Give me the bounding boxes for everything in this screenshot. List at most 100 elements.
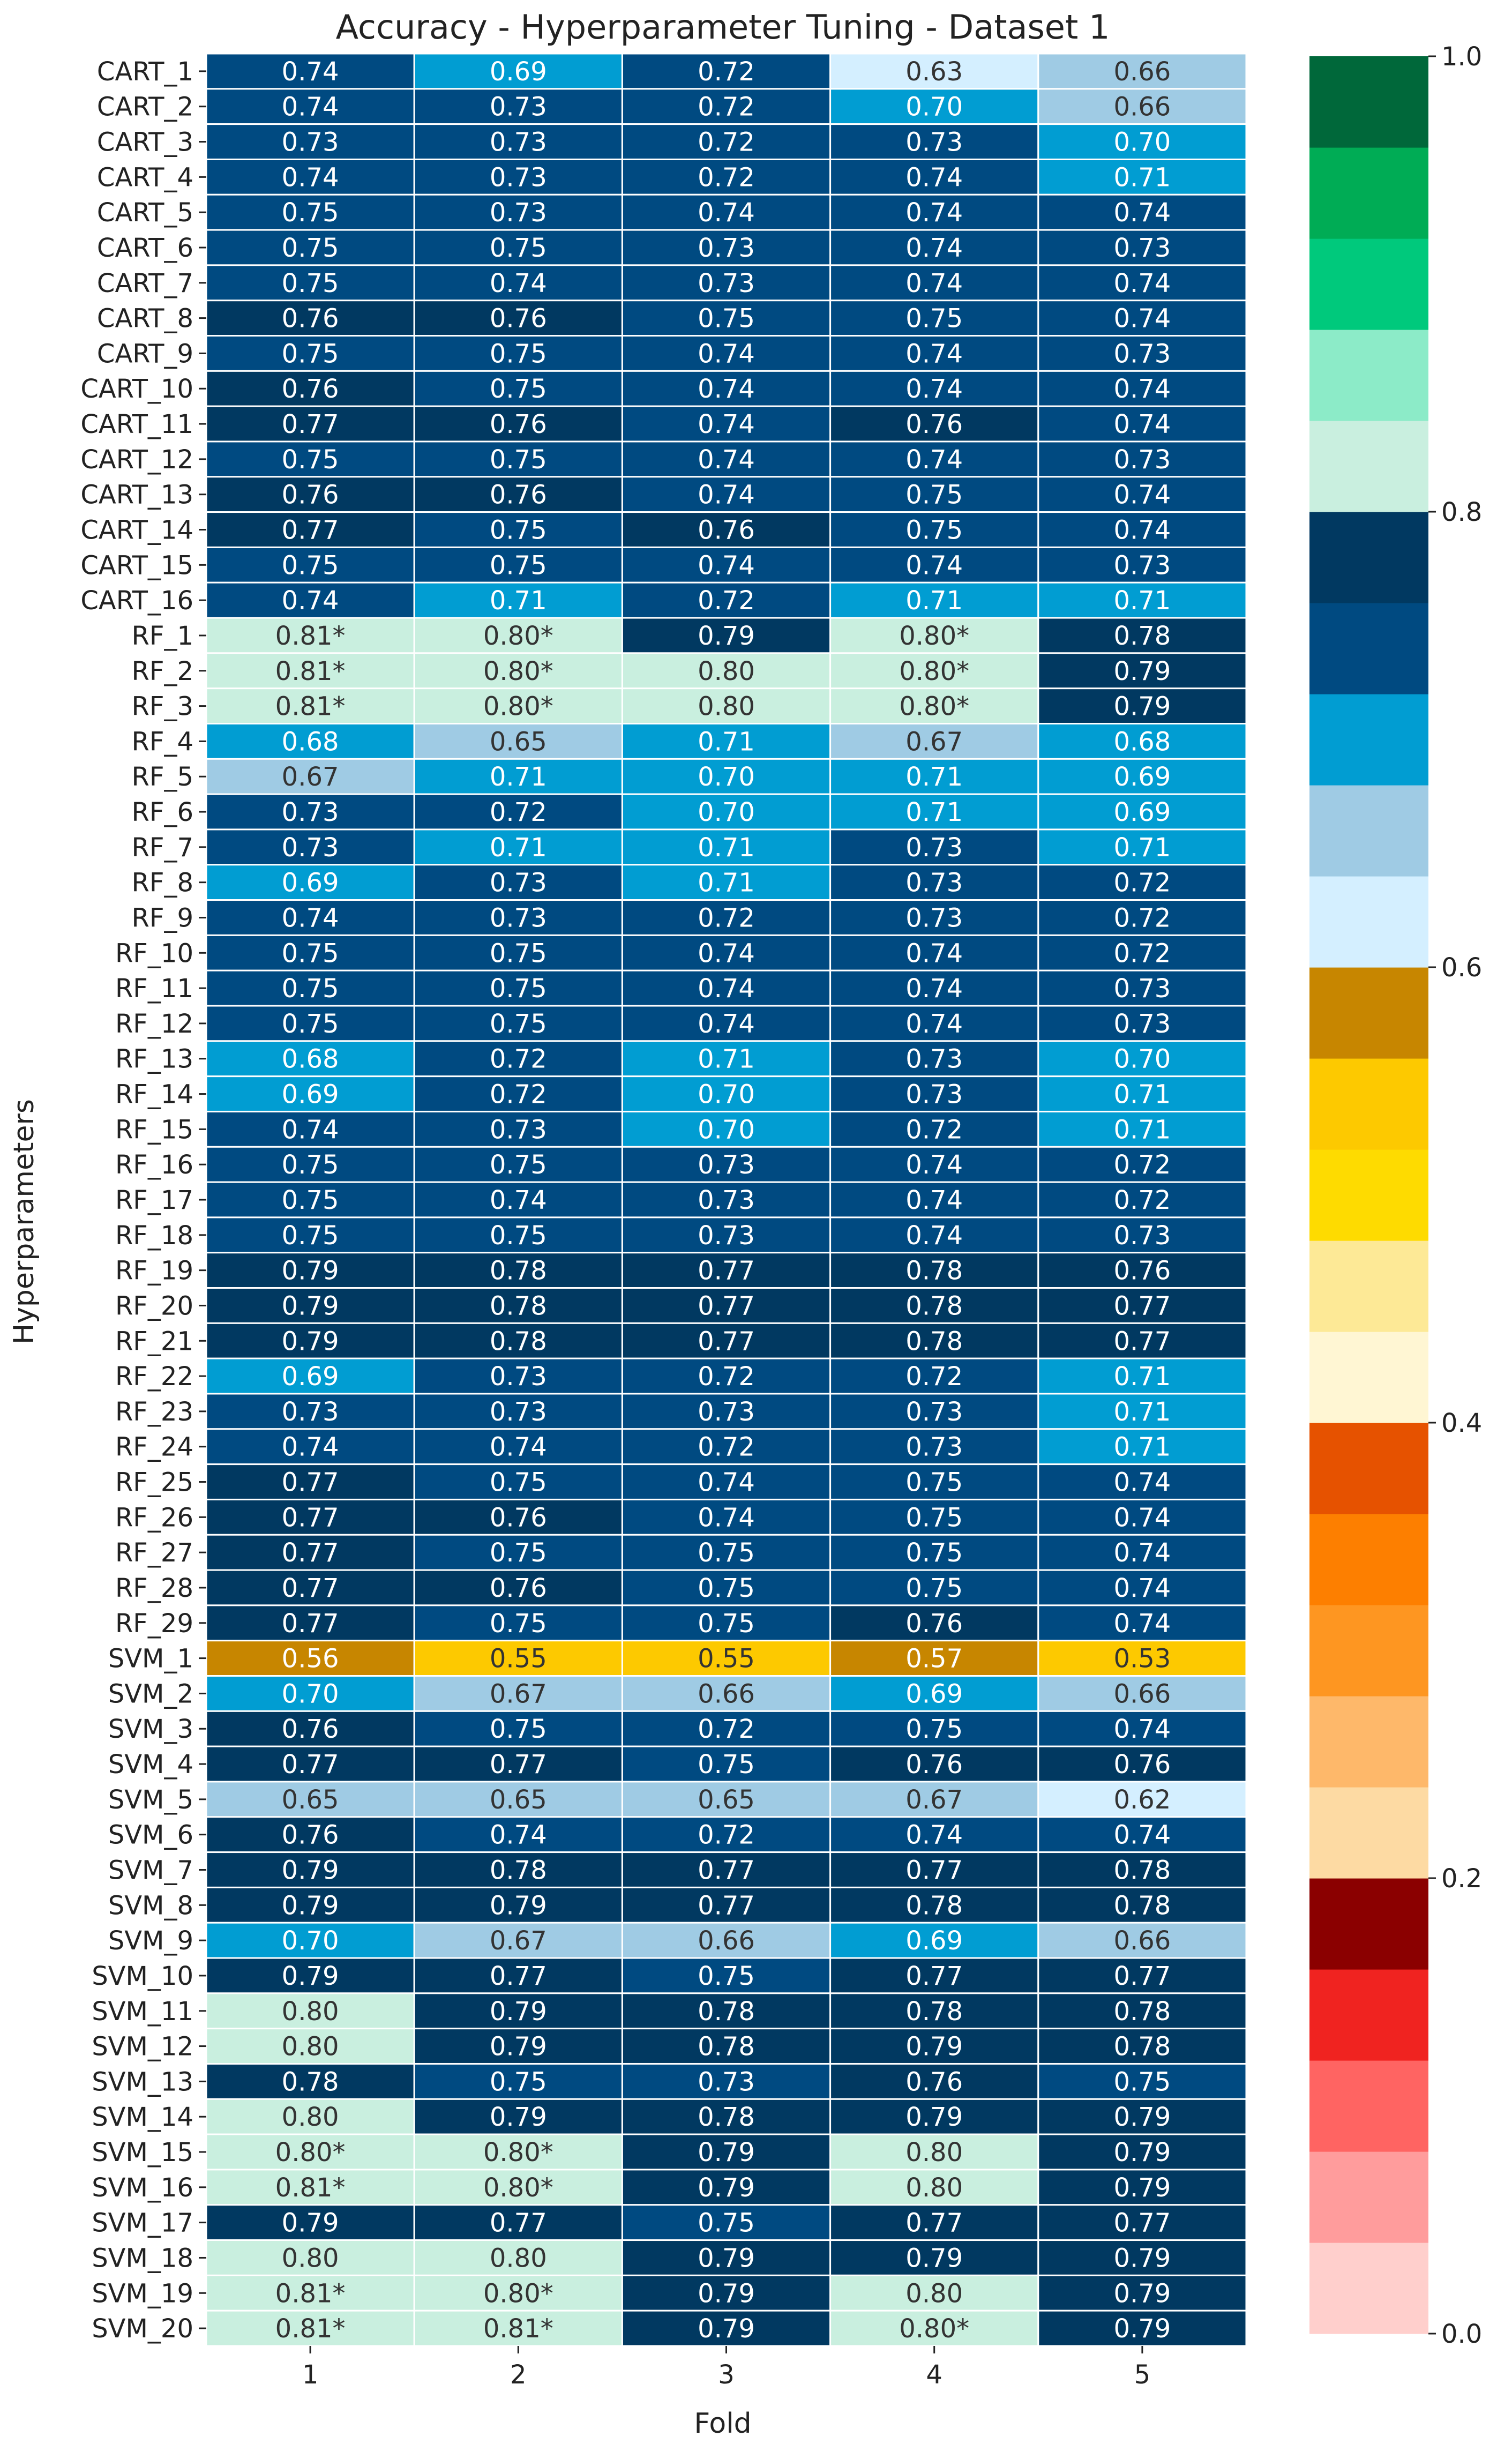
cell-value-label: 0.71: [1113, 833, 1171, 863]
cell-value-label: 0.80*: [899, 621, 969, 651]
heatmap-cell: [829, 1428, 1039, 1466]
cell-value-label: 0.66: [1113, 57, 1171, 87]
cell-value-label: 0.75: [282, 1009, 339, 1039]
cell-value-label: 0.72: [490, 1080, 547, 1110]
cell-value-label: 0.74: [282, 903, 339, 933]
heatmap-cell: [621, 1710, 832, 1747]
heatmap-cell: [205, 1463, 415, 1500]
cell-value-label: 0.78: [698, 2032, 755, 2062]
heatmap-cell: [413, 53, 623, 90]
heatmap-cell: [413, 652, 623, 690]
cell-value-label: 0.80: [282, 2032, 339, 2062]
cell-value-label: 0.75: [490, 1609, 547, 1639]
heatmap-cell: [829, 1110, 1039, 1148]
cell-value-label: 0.75: [282, 198, 339, 228]
heatmap-cells: 0.74 0.69 0.72 0.63 0.66 0.74 0.73 0.72 0.70 0.66…: [205, 53, 1247, 2347]
cell-value-label: 0.73: [490, 198, 547, 228]
heatmap-cell: [205, 1675, 415, 1712]
cell-value-label: 0.75: [698, 304, 755, 334]
cell-value-label: 0.74: [905, 1185, 963, 1215]
cell-value-label: 0.75: [698, 1609, 755, 1639]
cell-value-label: 0.72: [698, 1432, 755, 1462]
cell-value-label: 0.79: [698, 2278, 755, 2308]
cell-value-label: 0.70: [905, 92, 963, 122]
cell-value-label: 0.77: [282, 1538, 339, 1568]
heatmap-cell: [829, 370, 1039, 407]
heatmap-cell: [205, 1216, 415, 1254]
cell-value-label: 0.78: [282, 2067, 339, 2097]
row-label: RF_15: [115, 1115, 193, 1145]
colorbar-bin: [1309, 238, 1428, 330]
cell-value-label: 0.72: [698, 903, 755, 933]
heatmap-cell: [621, 2028, 832, 2065]
heatmap-cell: [621, 1498, 832, 1536]
cell-value-label: 0.78: [1113, 1890, 1171, 1920]
heatmap-cell: [1037, 1710, 1247, 1747]
cell-value-label: 0.79: [1113, 656, 1171, 686]
cell-value-label: 0.79: [905, 2102, 963, 2132]
heatmap-cell: [1037, 2098, 1247, 2135]
cell-value-label: 0.73: [905, 1080, 963, 1110]
cell-value-label: 0.77: [490, 2208, 547, 2238]
cell-value-label: 0.78: [698, 1997, 755, 2027]
heatmap-cell: [205, 1640, 415, 1677]
cell-value-label: 0.77: [282, 515, 339, 545]
heatmap-cell: [621, 2204, 832, 2241]
cell-value-label: 0.70: [282, 1926, 339, 1956]
cell-value-label: 0.75: [282, 550, 339, 580]
cell-value-label: 0.75: [490, 938, 547, 968]
cell-value-label: 0.77: [905, 1855, 963, 1885]
cell-value-label: 0.79: [282, 2208, 339, 2238]
row-label: RF_17: [115, 1185, 193, 1215]
cell-value-label: 0.72: [1113, 868, 1171, 898]
colorbar-bin: [1309, 967, 1428, 1059]
cell-value-label: 0.74: [698, 374, 755, 404]
cell-value-label: 0.71: [1113, 1432, 1171, 1462]
heatmap-cell: [1037, 193, 1247, 231]
cell-value-label: 0.80: [282, 2102, 339, 2132]
cell-value-label: 0.67: [905, 727, 963, 757]
heatmap-cell: [829, 722, 1039, 760]
row-label: RF_8: [132, 868, 194, 898]
cell-value-label: 0.72: [698, 128, 755, 158]
cell-value-label: 0.75: [905, 1573, 963, 1603]
heatmap-cell: [413, 969, 623, 1007]
colorbar-bin: [1309, 2060, 1428, 2152]
heatmap-cell: [1037, 617, 1247, 654]
heatmap-cell: [621, 158, 832, 196]
heatmap-cell: [829, 158, 1039, 196]
heatmap-cell: [621, 1604, 832, 1642]
cell-value-label: 0.74: [905, 374, 963, 404]
heatmap-cell: [1037, 405, 1247, 443]
heatmap-cell: [1037, 476, 1247, 513]
heatmap-cell: [413, 1216, 623, 1254]
cell-value-label: 0.79: [490, 1997, 547, 2027]
cell-value-label: 0.75: [490, 974, 547, 1004]
heatmap-cell: [205, 2028, 415, 2065]
heatmap-cell: [1037, 2028, 1247, 2065]
cell-value-label: 0.75: [905, 1468, 963, 1498]
heatmap-cell: [621, 969, 832, 1007]
row-label: RF_2: [132, 656, 194, 686]
cell-value-label: 0.67: [490, 1926, 547, 1956]
cell-value-label: 0.74: [282, 1115, 339, 1145]
cell-value-label: 0.73: [905, 903, 963, 933]
row-label: CART_2: [97, 92, 193, 122]
heatmap-cell: [829, 1146, 1039, 1183]
cell-value-label: 0.79: [490, 2032, 547, 2062]
cell-value-label: 0.75: [490, 445, 547, 475]
cell-value-label: 0.73: [905, 1432, 963, 1462]
heatmap-cell: [205, 2274, 415, 2312]
heatmap-cell: [413, 476, 623, 513]
cell-value-label: 0.75: [282, 233, 339, 263]
cell-value-label: 0.78: [905, 1256, 963, 1286]
cell-value-label: 0.72: [905, 1115, 963, 1145]
cell-value-label: 0.80: [905, 2278, 963, 2308]
heatmap-cell: [1037, 1781, 1247, 1818]
cell-value-label: 0.70: [698, 762, 755, 792]
row-label: CART_5: [97, 198, 193, 228]
row-label: SVM_18: [92, 2243, 193, 2273]
cell-value-label: 0.77: [282, 1609, 339, 1639]
row-label: CART_11: [80, 409, 193, 439]
row-label: RF_29: [115, 1609, 193, 1639]
